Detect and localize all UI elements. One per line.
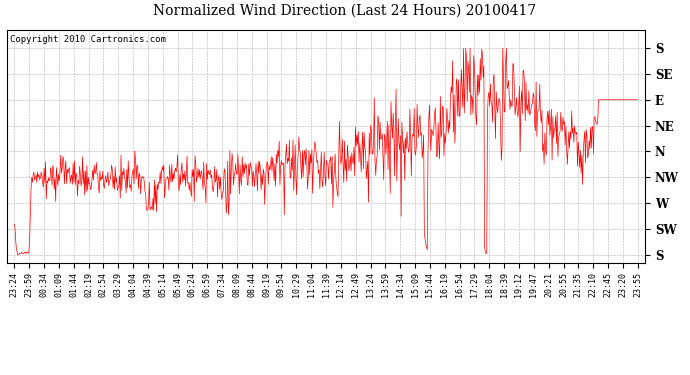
Text: Normalized Wind Direction (Last 24 Hours) 20100417: Normalized Wind Direction (Last 24 Hours… (153, 4, 537, 18)
Text: Copyright 2010 Cartronics.com: Copyright 2010 Cartronics.com (10, 34, 166, 44)
